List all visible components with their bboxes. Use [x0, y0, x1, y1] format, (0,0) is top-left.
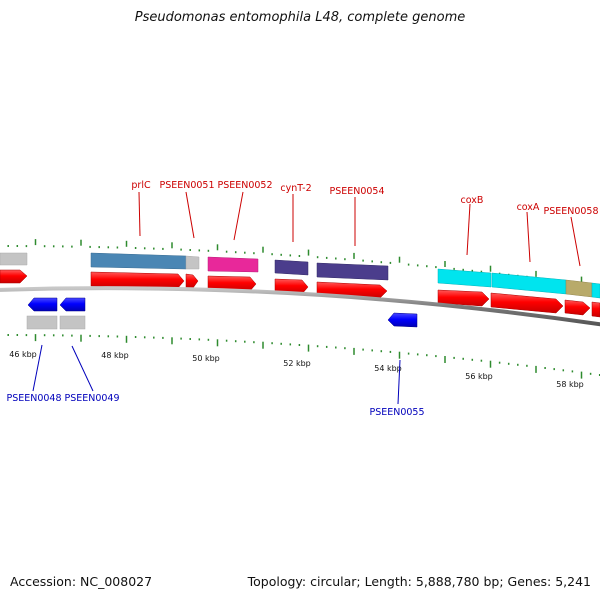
gene-label-pseen0049[interactable]: PSEEN0049 — [64, 393, 119, 404]
feature-bar — [491, 272, 567, 295]
gene-label-coxa[interactable]: coxA — [517, 202, 540, 213]
upper-tick-marks — [7, 239, 600, 287]
reverse-cds-arrow — [27, 297, 58, 312]
feature-bar — [0, 252, 28, 266]
gene-label-pseen0051[interactable]: PSEEN0051 — [159, 180, 214, 191]
leader-line — [71, 345, 94, 392]
feature-bar — [565, 279, 593, 298]
feature-bar — [59, 315, 86, 330]
lower-tick-marks — [7, 334, 600, 379]
leader-line — [526, 211, 531, 263]
feature-bar — [591, 282, 600, 299]
cds-arrows-reverse — [27, 297, 418, 328]
gene-label-pseen0058[interactable]: PSEEN0058 — [543, 206, 598, 217]
leader-line — [233, 191, 244, 241]
feature-bar — [26, 315, 58, 330]
forward-cds-arrow — [564, 299, 591, 316]
tick-label: 54 kbp — [374, 364, 402, 373]
reverse-cds-arrow — [387, 312, 418, 328]
forward-cds-arrow — [437, 289, 490, 307]
feature-bar — [437, 268, 492, 288]
leader-line — [466, 203, 471, 256]
leader-line — [397, 359, 401, 405]
tick-label: 52 kbp — [283, 359, 311, 368]
gene-label-pseen0055[interactable]: PSEEN0055 — [369, 407, 424, 418]
gene-label-pseen0052[interactable]: PSEEN0052 — [217, 180, 272, 191]
reverse-gene-labels: PSEEN0048 PSEEN0049 PSEEN0055 — [6, 344, 425, 418]
feature-bar — [274, 259, 309, 276]
leader-line — [138, 191, 141, 237]
feature-bars-reverse — [26, 315, 86, 330]
map-title: Pseudomonas entomophila L48, complete ge… — [134, 10, 466, 25]
feature-bar — [90, 252, 187, 270]
feature-bar — [207, 256, 259, 273]
tick-label: 50 kbp — [192, 354, 220, 363]
genome-backbone — [0, 286, 600, 327]
leader-line — [185, 191, 195, 239]
feature-bars-forward — [0, 252, 600, 299]
tick-label: 48 kbp — [101, 351, 129, 360]
feature-bar — [185, 255, 200, 270]
accession-text: Accession: NC_008027 — [10, 574, 153, 589]
tick-label: 46 kbp — [9, 350, 37, 359]
forward-cds-arrow — [591, 301, 600, 318]
forward-cds-arrow — [0, 269, 28, 284]
leader-line — [570, 216, 581, 267]
ruler-labels: 46 kbp 48 kbp 50 kbp 52 kbp 54 kbp 56 kb… — [9, 350, 584, 389]
gene-label-pseen0048[interactable]: PSEEN0048 — [6, 393, 61, 404]
gene-label-prlc[interactable]: prlC — [131, 180, 151, 191]
leader-line — [32, 344, 43, 392]
cds-arrows-forward — [0, 269, 600, 318]
gene-label-pseen0054[interactable]: PSEEN0054 — [329, 186, 384, 197]
forward-cds-arrow — [185, 273, 199, 289]
forward-cds-arrow — [490, 292, 564, 314]
feature-bar — [316, 262, 389, 281]
gene-label-coxb[interactable]: coxB — [461, 195, 484, 206]
forward-cds-arrow — [90, 271, 185, 289]
forward-cds-arrow — [207, 275, 257, 292]
forward-gene-labels: prlC PSEEN0051 PSEEN0052 cynT-2 PSEEN005… — [131, 180, 599, 267]
tick-label: 56 kbp — [465, 372, 493, 381]
gene-label-cynt-2[interactable]: cynT-2 — [280, 183, 311, 194]
genome-summary-text: Topology: circular; Length: 5,888,780 bp… — [247, 574, 591, 589]
tick-label: 58 kbp — [556, 380, 584, 389]
reverse-cds-arrow — [59, 297, 86, 312]
